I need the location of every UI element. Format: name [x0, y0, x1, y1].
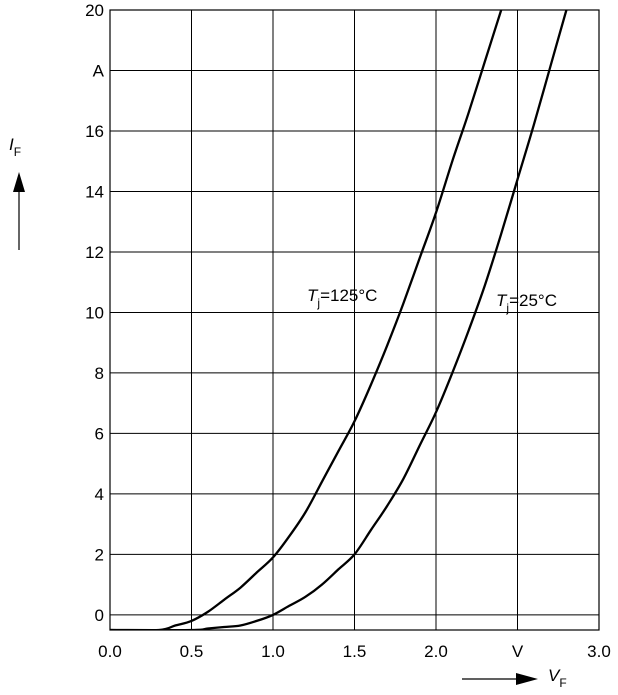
series-line-0 [110, 10, 503, 630]
y-tick-label: 2 [95, 545, 104, 564]
x-axis-label: VF [548, 666, 567, 690]
x-tick-label: 1.5 [343, 642, 367, 661]
y-tick-label: 12 [85, 243, 104, 262]
y-tick-label: 16 [85, 122, 104, 141]
y-axis-arrow [13, 172, 25, 250]
y-tick-label: A [93, 61, 105, 80]
y-tick-label: 4 [95, 485, 104, 504]
y-tick-label: 20 [85, 1, 104, 20]
y-tick-label: 0 [95, 606, 104, 625]
x-axis-arrow [462, 673, 538, 685]
y-tick-label: 14 [85, 182, 104, 201]
series-label-25: Tj=25°C [496, 291, 557, 315]
series-line-1 [110, 10, 568, 630]
x-tick-label: 3.0 [587, 642, 611, 661]
y-tick-label: 10 [85, 303, 104, 322]
y-tick-label: 8 [95, 364, 104, 383]
y-tick-label: 6 [95, 424, 104, 443]
x-tick-label: V [512, 642, 524, 661]
x-tick-label: 0.5 [180, 642, 204, 661]
x-tick-label: 1.0 [261, 642, 285, 661]
x-tick-label: 0.0 [98, 642, 122, 661]
series-label-125: Tj=125°C [307, 286, 377, 310]
plot-frame [109, 9, 600, 631]
series-curves [110, 10, 568, 630]
x-tick-label: 2.0 [424, 642, 448, 661]
x-tick-labels: 0.0 0.5 1.0 1.5 2.0 V 3.0 [98, 642, 611, 661]
y-tick-labels: 0 2 4 6 8 10 12 14 16 A 20 [85, 1, 105, 625]
y-axis-label: IF [9, 135, 21, 159]
grid-lines [109, 9, 600, 630]
